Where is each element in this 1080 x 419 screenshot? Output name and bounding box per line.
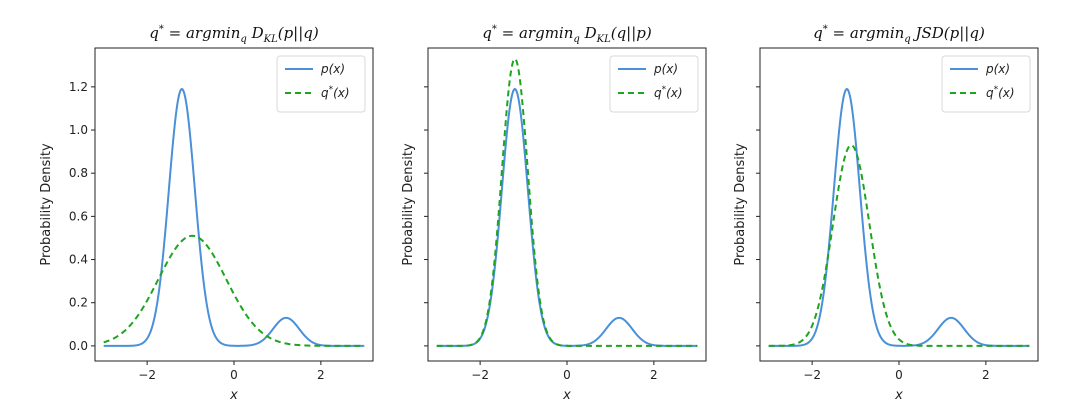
- x-tick-label: 0: [895, 368, 903, 382]
- x-tick-label: 2: [317, 368, 325, 382]
- legend: p(x) q*(x): [276, 55, 366, 113]
- legend: p(x) q*(x): [941, 55, 1031, 113]
- legend-entry-label: p(x): [985, 62, 1010, 76]
- x-tick-label: 0: [230, 368, 238, 382]
- y-tick-label: 0.6: [69, 209, 88, 223]
- x-tick-label: −2: [471, 368, 489, 382]
- x-tick-label: −2: [803, 368, 821, 382]
- x-axis-label: x: [229, 388, 238, 403]
- series-line-p: [103, 87, 365, 347]
- legend: p(x) q*(x): [609, 55, 699, 113]
- y-tick-label: 0.0: [69, 339, 88, 353]
- legend-entry-label: p(x): [320, 62, 345, 76]
- y-axis-label: Probability Density: [401, 143, 416, 266]
- x-axis-label: x: [562, 388, 571, 403]
- y-tick-label: 1.2: [69, 80, 88, 94]
- legend-entry-label: q*(x): [986, 85, 1015, 100]
- chart-title: q* = argminq DKL(p||q): [149, 24, 319, 45]
- series-line-q-star: [103, 234, 365, 347]
- chart-title: q* = argminq JSD(p||q): [813, 24, 985, 45]
- series-line-q-star: [436, 57, 698, 347]
- legend-entry-label: p(x): [653, 62, 678, 76]
- y-tick-label: 0.8: [69, 166, 88, 180]
- series-line-p: [768, 87, 1030, 347]
- chart-title: q* = argminq DKL(q||p): [482, 24, 652, 45]
- series-line-q-star: [768, 144, 1030, 347]
- y-tick-label: 1.0: [69, 123, 88, 137]
- x-tick-label: 2: [982, 368, 990, 382]
- x-tick-label: 2: [650, 368, 658, 382]
- chart-panel-1: −2 0 2 0.0 0.2 0.4 0.6 0.8 1.0 1.2 x Probability De…: [39, 24, 374, 403]
- y-axis-label: Probability Density: [39, 143, 54, 266]
- chart-panel-2: −2 0 2 x Probability Density q* = argminq DKL…: [401, 24, 707, 403]
- chart-panel-3: −2 0 2 x Probability Density q* = argminq JSD…: [733, 24, 1039, 403]
- y-tick-label: 0.2: [69, 296, 88, 310]
- legend-entry-label: q*(x): [321, 85, 350, 100]
- y-axis-label: Probability Density: [733, 143, 748, 266]
- x-tick-label: 0: [563, 368, 571, 382]
- y-tick-label: 0.4: [69, 253, 88, 267]
- x-tick-label: −2: [138, 368, 156, 382]
- series-line-p: [436, 87, 698, 347]
- legend-entry-label: q*(x): [654, 85, 683, 100]
- x-axis-label: x: [894, 388, 903, 403]
